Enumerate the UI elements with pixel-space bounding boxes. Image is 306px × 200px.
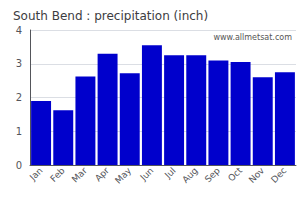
svg-text:May: May bbox=[113, 165, 134, 186]
svg-text:Aug: Aug bbox=[180, 165, 199, 184]
svg-text:Jan: Jan bbox=[27, 165, 45, 183]
svg-text:1: 1 bbox=[16, 126, 22, 137]
svg-text:Sep: Sep bbox=[203, 165, 222, 184]
svg-text:3: 3 bbox=[16, 58, 22, 69]
svg-text:www.allmetsat.com: www.allmetsat.com bbox=[214, 33, 293, 42]
svg-text:Mar: Mar bbox=[70, 165, 89, 184]
svg-text:Nov: Nov bbox=[247, 165, 267, 185]
svg-text:Jun: Jun bbox=[138, 165, 156, 183]
svg-text:Dec: Dec bbox=[269, 165, 288, 184]
svg-text:Feb: Feb bbox=[48, 165, 67, 184]
svg-text:Apr: Apr bbox=[93, 165, 111, 183]
svg-text:South Bend : precipitation (in: South Bend : precipitation (inch) bbox=[13, 9, 208, 23]
svg-text:2: 2 bbox=[16, 92, 22, 103]
svg-text:Jul: Jul bbox=[162, 165, 177, 180]
svg-text:4: 4 bbox=[16, 25, 22, 36]
svg-text:0: 0 bbox=[16, 160, 22, 171]
svg-text:Oct: Oct bbox=[226, 165, 244, 183]
